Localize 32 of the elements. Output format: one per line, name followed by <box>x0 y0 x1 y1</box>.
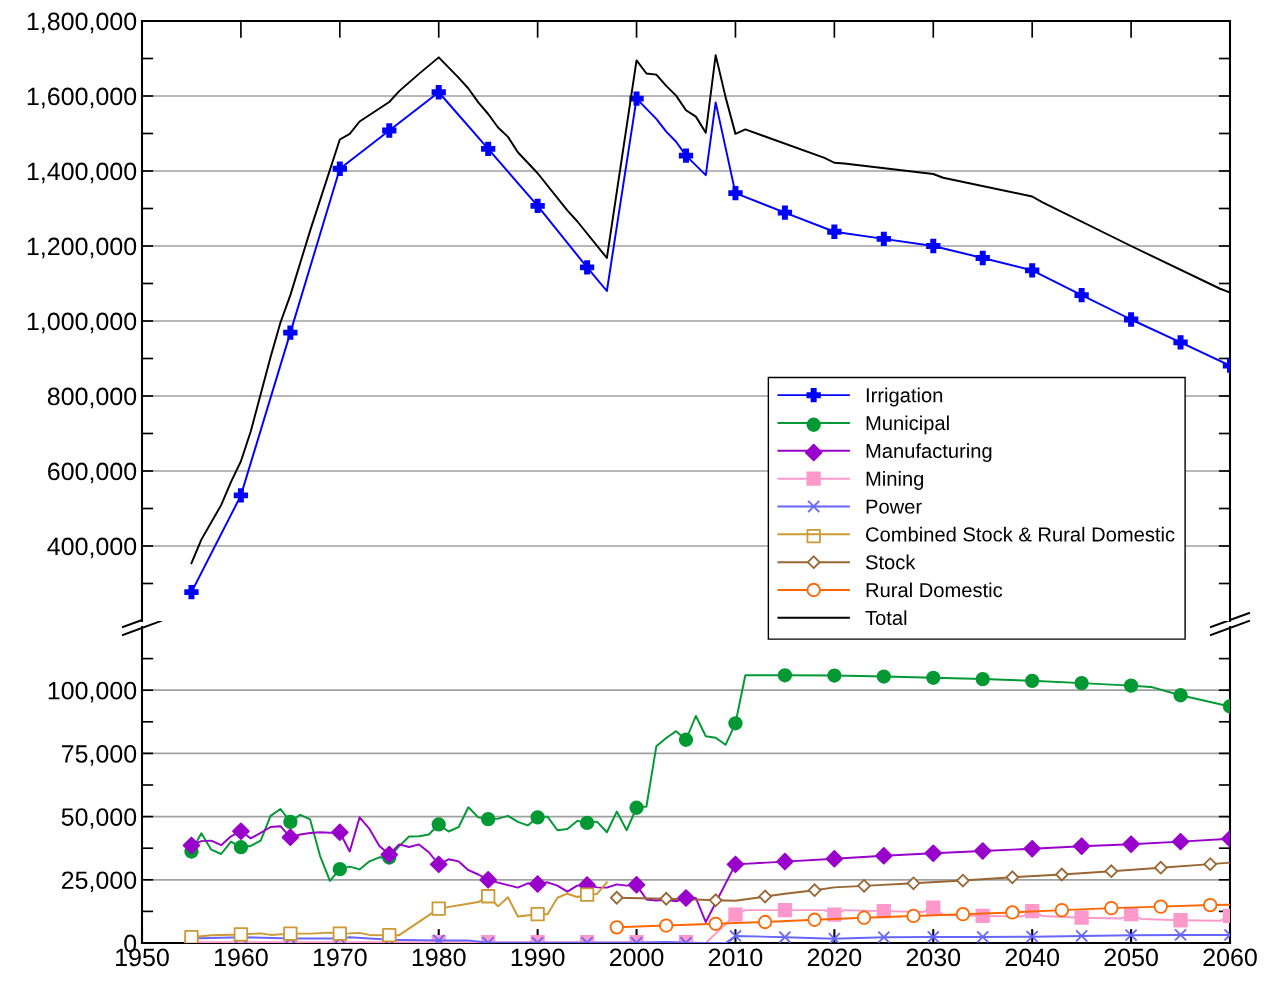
y-tick-label: 50,000 <box>61 808 137 829</box>
y-tick-label: 1,000,000 <box>27 312 137 334</box>
x-tick-label: 2020 <box>807 948 862 967</box>
legend-label: Rural Domestic <box>866 582 1003 598</box>
y-tick-label: 1,400,000 <box>27 162 137 184</box>
y-tick-label: 600,000 <box>48 462 137 484</box>
legend-label: Total <box>865 610 907 626</box>
legend-label: Manufacturing <box>866 443 992 463</box>
legend-label: Combined Stock & Rural Domestic <box>866 526 1175 542</box>
x-tick-label: 2000 <box>610 948 664 967</box>
x-tick-label: 2010 <box>708 948 763 967</box>
legend-label: Municipal <box>866 415 949 435</box>
x-tick-label: 2060 <box>1203 948 1257 967</box>
y-tick-label: 75,000 <box>61 745 137 766</box>
y-tick-label: 1,600,000 <box>27 87 137 109</box>
x-tick-label: 1990 <box>511 948 565 967</box>
y-tick-label: 100,000 <box>48 681 137 703</box>
x-tick-label: 1960 <box>215 948 268 967</box>
x-tick-label: 2050 <box>1104 948 1158 967</box>
x-tick-label: 1970 <box>313 948 367 967</box>
x-tick-label: 2030 <box>906 948 961 967</box>
legend-label: Mining <box>866 471 924 490</box>
y-tick-label: 1,200,000 <box>27 237 137 259</box>
x-tick-label: 1980 <box>412 948 466 967</box>
legend-label: Irrigation <box>866 387 943 407</box>
y-tick-label: 1,800,000 <box>27 12 137 34</box>
legend-label: Stock <box>865 554 916 570</box>
x-tick-label: 2040 <box>1005 948 1060 967</box>
y-tick-label: 800,000 <box>47 387 137 409</box>
y-tick-label: 25,000 <box>61 871 137 893</box>
legend-label: Power <box>866 499 922 514</box>
y-tick-label: 400,000 <box>47 537 137 559</box>
